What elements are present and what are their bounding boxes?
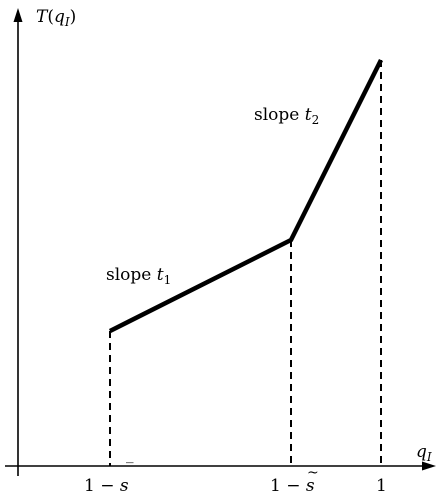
y-axis-arrow: [13, 8, 23, 22]
tick-label-1-minus-s-tilde: 1 − s: [270, 476, 315, 496]
tick-accent-bar: ‾: [126, 460, 134, 478]
y-axis-label: T(qI): [36, 7, 76, 29]
tick-accent-tilde: ~: [307, 465, 319, 481]
tick-label-1-minus-s-bar: 1 − s: [84, 476, 129, 496]
slope-t1-label: slope t1: [106, 265, 171, 287]
function-curve: [108, 58, 384, 334]
slope-t2-label: slope t2: [254, 105, 319, 127]
x-axis-label: qI: [416, 442, 432, 464]
tick-label-1: 1: [376, 476, 387, 496]
x-axis-arrow: [422, 461, 436, 471]
